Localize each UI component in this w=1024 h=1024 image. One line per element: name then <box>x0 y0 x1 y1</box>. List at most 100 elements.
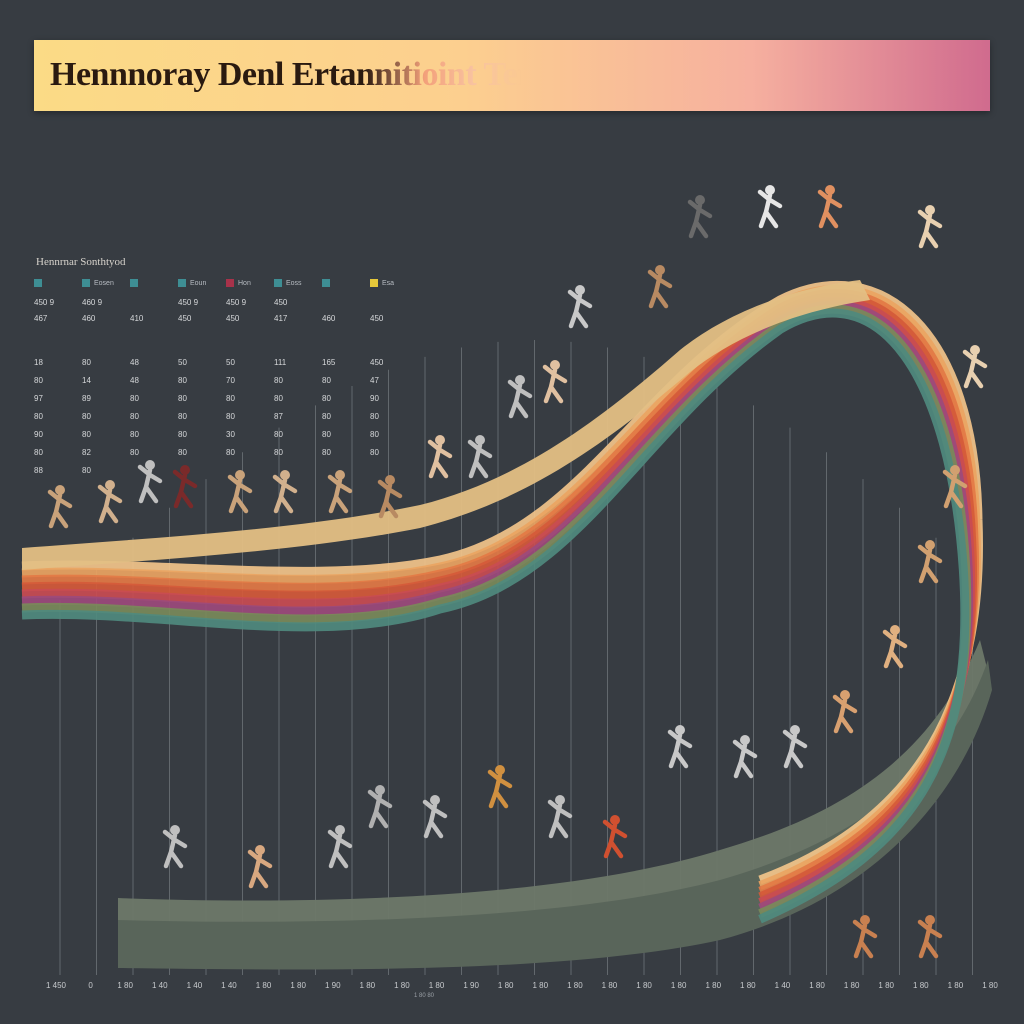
legend-swatch <box>178 279 186 287</box>
figure-silhouette <box>687 195 713 239</box>
legend-swatch <box>274 279 282 287</box>
x-tick-label: 1 80 <box>359 981 376 990</box>
x-tick-label: 1 80 <box>705 981 722 990</box>
figure-silhouette <box>137 460 163 504</box>
figure-silhouette <box>917 540 943 584</box>
table-cell: 80 <box>274 448 283 457</box>
table-cell: 80 <box>274 394 283 403</box>
table-cell: 89 <box>82 394 91 403</box>
x-tick-label: 1 80 <box>947 981 964 990</box>
table-cell: 80 <box>370 430 379 439</box>
x-tick-label: 1 80 <box>809 981 825 990</box>
column-header-label: Eosen <box>94 279 114 287</box>
x-tick-label: 1 80 <box>740 981 756 990</box>
table-cell: 50 <box>178 358 187 367</box>
legend-swatch <box>322 279 330 287</box>
table-cell: 88 <box>34 466 43 475</box>
x-tick-label: 1 40 <box>186 981 203 990</box>
table-cell: 450 <box>370 358 384 367</box>
figure-silhouette <box>97 480 123 524</box>
table-cell: 460 9 <box>82 298 103 307</box>
table-cell: 90 <box>370 394 379 403</box>
figure-silhouette <box>547 795 573 839</box>
figure-silhouette <box>942 465 968 509</box>
table-cell: 80 <box>130 394 139 403</box>
table-cell: 450 9 <box>178 298 199 307</box>
x-tick-label: 0 <box>88 981 93 990</box>
table-cell: 417 <box>274 314 288 323</box>
column-header: Eoun <box>178 278 206 288</box>
figure-silhouette <box>667 725 693 769</box>
column-header-label: Eoun <box>190 279 207 287</box>
upper-platform-top <box>22 280 870 570</box>
figure-silhouette <box>917 915 943 959</box>
x-tick-label: 1 80 <box>290 981 306 990</box>
column-header: Eosen <box>82 278 114 288</box>
table-cell: 460 <box>322 314 336 323</box>
table-cell: 450 <box>226 314 240 323</box>
column-header: Hon <box>226 278 251 288</box>
title-banner: Hennnoray Denl Ertannitioint Tentarltins… <box>34 40 990 111</box>
table-cell: 80 <box>226 412 235 421</box>
table-cell: 80 <box>34 448 43 457</box>
x-tick-label: 1 80 <box>670 981 687 990</box>
table-cell: 410 <box>130 314 144 323</box>
figure-silhouette <box>602 815 628 859</box>
table-cell: 80 <box>34 376 43 385</box>
table-cell: 80 <box>322 412 331 421</box>
figure-silhouette <box>227 470 253 514</box>
table-cell: 80 <box>178 448 187 457</box>
table-cell: 80 <box>274 430 283 439</box>
table-cell: 80 <box>322 394 331 403</box>
table-cell: 80 <box>34 412 43 421</box>
figure-silhouette <box>327 470 353 514</box>
table-cell: 30 <box>226 430 235 439</box>
figure-silhouette <box>47 485 73 529</box>
figure-silhouette <box>367 785 393 829</box>
table-cell: 80 <box>178 412 187 421</box>
figure-silhouette <box>962 345 988 389</box>
table-cell: 50 <box>226 358 235 367</box>
table-cell: 165 <box>322 358 336 367</box>
figure-silhouette <box>542 360 568 404</box>
table-cell: 80 <box>370 412 379 421</box>
figure-silhouette <box>567 285 593 329</box>
table-cell: 14 <box>82 376 91 385</box>
figure-silhouette <box>467 435 493 479</box>
table-cell: 80 <box>130 430 139 439</box>
x-tick-label: 1 80 <box>428 981 445 990</box>
table-cell: 18 <box>34 358 43 367</box>
table-cell: 80 <box>82 430 91 439</box>
column-header-label: Eoss <box>286 279 302 287</box>
x-tick-label: 1 80 <box>117 981 133 990</box>
figure-silhouette <box>487 765 513 809</box>
table-cell: 82 <box>82 448 91 457</box>
figure-silhouette <box>647 265 673 309</box>
x-tick-label: 1 40 <box>774 981 791 990</box>
figure-silhouette <box>832 690 858 734</box>
x-tick-label: 1 450 <box>45 981 67 990</box>
figure-silhouette <box>507 375 533 419</box>
legend-swatch <box>130 279 138 287</box>
table-cell: 48 <box>130 358 139 367</box>
table-cell: 97 <box>34 394 43 403</box>
table-cell: 80 <box>178 430 187 439</box>
column-header <box>130 278 142 288</box>
figure-silhouette <box>327 825 353 869</box>
table-cell: 90 <box>34 430 43 439</box>
column-header-label: Esa <box>382 279 395 287</box>
table-cell: 80 <box>130 412 139 421</box>
table-cell: 450 <box>274 298 288 307</box>
table-cell: 47 <box>370 376 379 385</box>
x-tick-label: 1 80 <box>636 981 652 990</box>
figure-silhouette <box>917 205 943 249</box>
column-header <box>34 278 46 288</box>
table-cell: 467 <box>34 314 48 323</box>
legend-swatch <box>34 279 42 287</box>
table-cell: 80 <box>226 394 235 403</box>
x-tick-label: 1 80 <box>255 981 272 990</box>
x-tick-label: 1 80 <box>913 981 929 990</box>
table-cell: 450 <box>178 314 192 323</box>
figure-silhouette <box>817 185 843 229</box>
